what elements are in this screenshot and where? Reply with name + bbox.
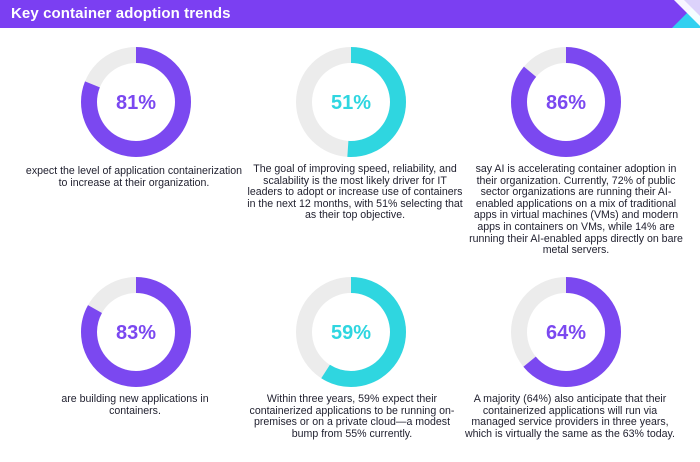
donut-arc-1 [81,47,191,157]
donut-arc-4 [81,277,191,387]
caption-5: Within three years, 59% expect their con… [249,393,455,440]
donut-value-label-2: 51% [331,92,371,114]
caption-4: are building new applications in contain… [61,393,209,417]
donut-arc-5 [296,277,406,387]
donut-chart-5: 59% [295,276,407,388]
donut-value-label-5: 59% [331,322,371,344]
caption-3: say AI is accelerating container adoptio… [469,163,683,257]
caption-6: A majority (64%) also anticipate that th… [464,393,675,440]
donut-value-label-1: 81% [116,92,156,114]
donut-arc-6 [511,277,621,387]
donut-chart-2: 51% [295,46,407,158]
donut-chart-4: 83% [80,276,192,388]
corner-decoration-icon [672,0,700,28]
page-title: Key container adoption trends [11,5,231,22]
caption-1: expect the level of application containe… [25,165,243,189]
caption-2: The goal of improving speed, reliability… [247,163,463,222]
donut-arc-2 [296,47,406,157]
donut-value-label-3: 86% [546,92,586,114]
donut-value-label-6: 64% [546,322,586,344]
header-bar: Key container adoption trends [0,0,700,28]
donut-chart-3: 86% [510,46,622,158]
donut-chart-1: 81% [80,46,192,158]
donut-arc-3 [511,47,621,157]
donut-chart-6: 64% [510,276,622,388]
donut-value-label-4: 83% [116,322,156,344]
